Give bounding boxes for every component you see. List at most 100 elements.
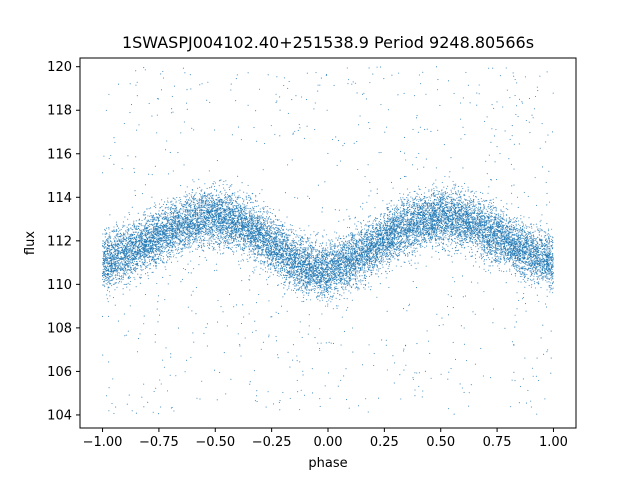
- data-point: [188, 234, 191, 236]
- data-point: [430, 206, 432, 208]
- data-point: [465, 258, 467, 260]
- data-point: [513, 241, 515, 243]
- data-point: [470, 211, 472, 213]
- data-point: [226, 221, 228, 223]
- data-point: [256, 214, 259, 216]
- data-point: [231, 194, 233, 196]
- data-point: [507, 209, 509, 211]
- data-point: [146, 252, 148, 254]
- data-point: [540, 219, 542, 221]
- data-point: [209, 205, 211, 207]
- data-point: [102, 233, 104, 235]
- data-point: [437, 245, 439, 247]
- data-point: [416, 218, 418, 220]
- data-point: [483, 237, 485, 239]
- data-point: [260, 259, 262, 262]
- data-point: [386, 254, 388, 256]
- data-point: [222, 214, 224, 216]
- data-point: [329, 288, 331, 290]
- data-point: [474, 236, 476, 238]
- data-point: [389, 240, 391, 242]
- data-point: [173, 215, 175, 217]
- data-point: [226, 198, 228, 200]
- data-point: [406, 226, 408, 229]
- data-point: [418, 201, 420, 203]
- data-point: [274, 270, 276, 272]
- data-point: [162, 251, 164, 253]
- data-point: [198, 241, 200, 244]
- data-point: [266, 210, 268, 212]
- data-point: [297, 247, 299, 249]
- data-point: [520, 218, 522, 220]
- data-point: [348, 255, 350, 257]
- data-point: [446, 230, 448, 232]
- data-point: [142, 214, 144, 216]
- data-point: [301, 301, 303, 303]
- data-point: [525, 274, 527, 276]
- data-point: [238, 241, 240, 243]
- data-point: [531, 232, 533, 234]
- data-point: [255, 232, 257, 234]
- data-point: [340, 244, 342, 246]
- data-point: [335, 268, 337, 270]
- data-point: [490, 219, 492, 221]
- data-point: [461, 235, 463, 237]
- data-point: [540, 264, 542, 266]
- data-point: [329, 269, 331, 271]
- data-point: [109, 232, 111, 234]
- data-point: [465, 234, 467, 236]
- data-point: [305, 283, 307, 286]
- data-point: [285, 241, 287, 243]
- data-point: [527, 249, 529, 251]
- data-point: [523, 249, 525, 251]
- data-point: [139, 229, 141, 231]
- data-point: [528, 284, 530, 287]
- data-point: [103, 278, 105, 280]
- data-point: [340, 275, 342, 277]
- data-point: [442, 234, 444, 236]
- data-point: [456, 237, 458, 239]
- data-point: [361, 265, 363, 267]
- data-point: [479, 204, 481, 206]
- data-point: [451, 201, 453, 203]
- data-point: [180, 256, 182, 258]
- data-point: [503, 233, 505, 235]
- data-point: [463, 204, 465, 206]
- data-point: [411, 236, 413, 238]
- data-point: [413, 232, 415, 234]
- data-point: [487, 257, 489, 259]
- data-point: [422, 232, 424, 234]
- data-point: [261, 261, 264, 263]
- data-point: [242, 212, 244, 214]
- data-point: [498, 263, 500, 265]
- data-point: [206, 217, 208, 220]
- data-point: [120, 276, 122, 278]
- data-point: [135, 220, 137, 222]
- data-point: [521, 276, 523, 278]
- data-point: [550, 285, 552, 287]
- data-point: [491, 215, 493, 218]
- data-point: [519, 268, 521, 271]
- data-point: [394, 258, 396, 260]
- data-point: [489, 258, 491, 261]
- data-point: [141, 252, 143, 254]
- data-point: [313, 285, 316, 287]
- data-point: [310, 254, 312, 257]
- data-point: [383, 215, 385, 217]
- data-point: [210, 235, 212, 237]
- data-point: [541, 238, 543, 240]
- data-point: [345, 270, 347, 272]
- data-point: [309, 237, 311, 239]
- data-point: [182, 219, 184, 221]
- data-point: [406, 200, 408, 202]
- data-point: [546, 248, 548, 250]
- data-point: [242, 218, 244, 220]
- data-point: [538, 269, 540, 271]
- data-point: [472, 222, 474, 224]
- data-point: [494, 212, 496, 215]
- data-point: [202, 221, 204, 223]
- data-point: [161, 252, 163, 254]
- data-point: [527, 251, 529, 253]
- data-point: [104, 272, 106, 274]
- data-point: [394, 208, 396, 210]
